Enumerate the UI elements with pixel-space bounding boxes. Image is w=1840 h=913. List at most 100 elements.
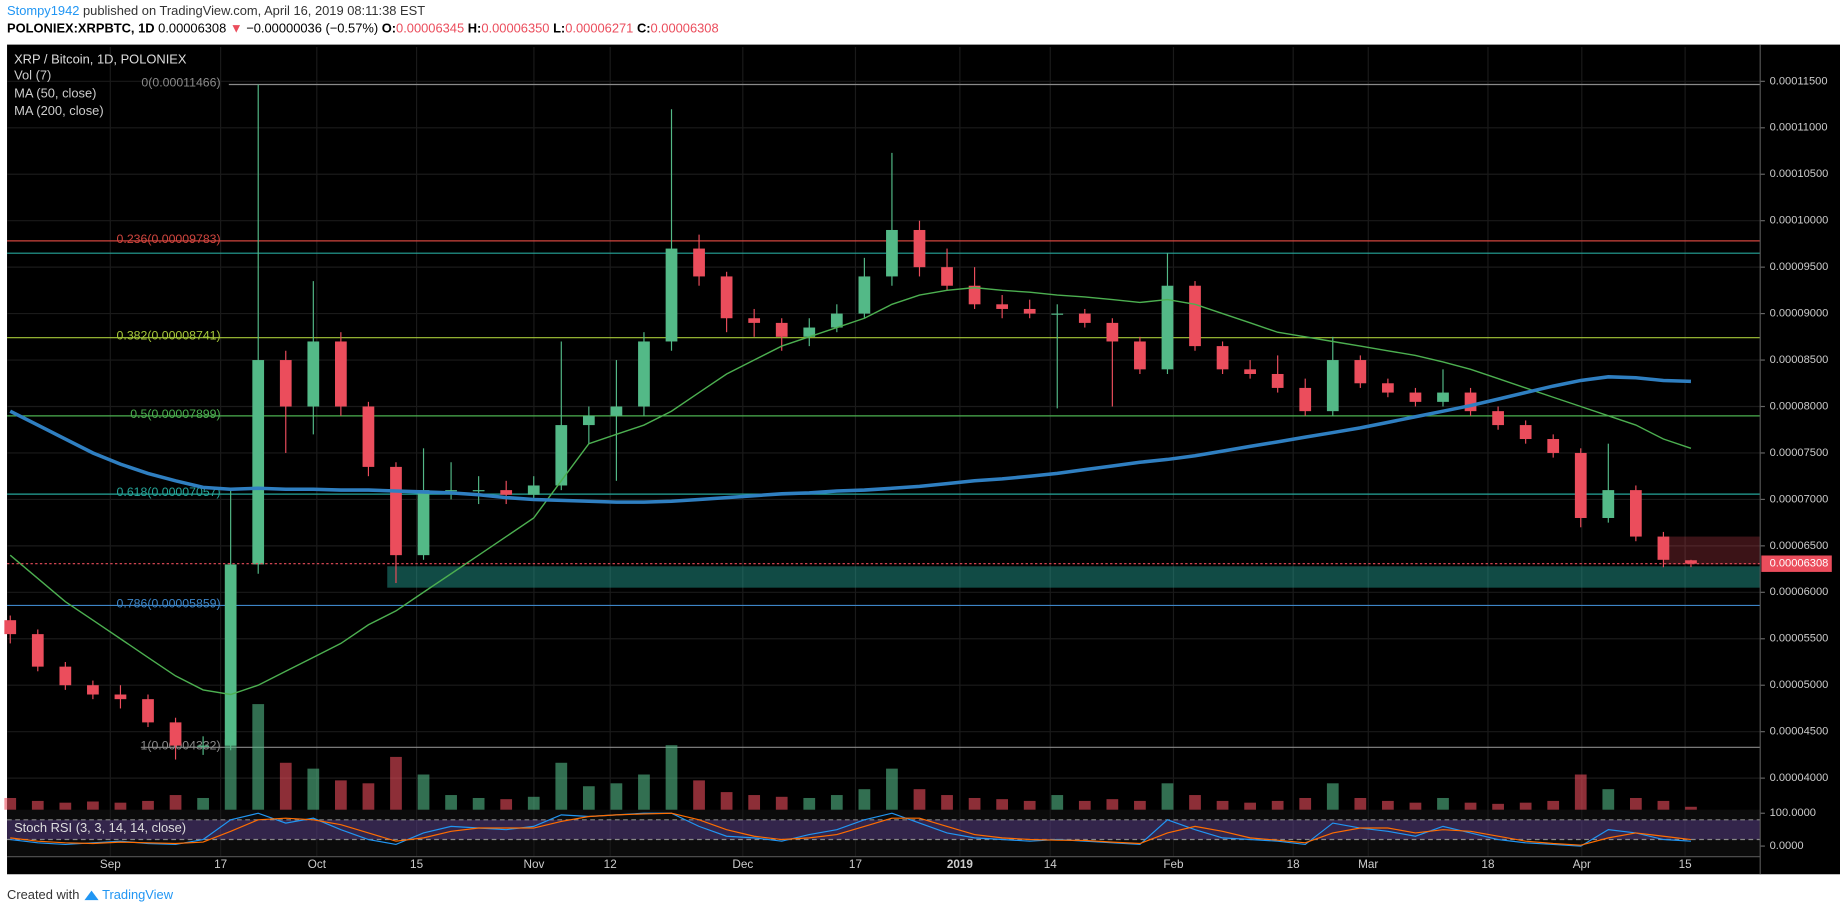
candle-body: [362, 406, 375, 467]
fib-label: 0(0.00011466): [141, 76, 220, 90]
candle-body: [555, 425, 568, 486]
candle-body: [1106, 322, 1119, 342]
ohlc-value: 0.00006271: [565, 21, 633, 36]
candle-body: [445, 490, 457, 492]
candle-body: [1354, 360, 1367, 384]
x-tick-label: 17: [849, 858, 862, 871]
down-arrow: ▼: [230, 21, 243, 36]
candle-body: [1051, 313, 1064, 315]
ohlc-value: 0.00006308: [651, 21, 719, 36]
volume-bar: [720, 792, 733, 810]
volume-bar: [142, 800, 154, 810]
x-tick-label: 14: [1044, 858, 1058, 871]
candle-body: [886, 229, 898, 277]
candle-body: [610, 406, 623, 416]
candle-body: [996, 304, 1009, 309]
volume-bar: [252, 704, 265, 810]
candle-body: [1299, 387, 1312, 412]
y-tick-label: 0.00006000: [1770, 586, 1829, 598]
change: −0.00000036 (−0.57%): [246, 21, 378, 36]
volume-bar: [1382, 800, 1394, 810]
volume-bar: [362, 783, 375, 810]
candle-body: [693, 248, 705, 277]
volume-bar: [1437, 797, 1449, 810]
volume-bar: [913, 789, 926, 810]
candle-body: [1602, 490, 1615, 518]
current-price-box: [1761, 555, 1832, 572]
legend-ma50: MA (50, close): [14, 85, 96, 100]
candle-body: [1134, 341, 1146, 370]
candle-body: [665, 248, 678, 342]
candle-body: [1326, 360, 1339, 412]
footer-created: Created with: [7, 887, 79, 902]
x-tick-label: 18: [1481, 858, 1495, 871]
y-tick-label: 0.00008500: [1770, 354, 1829, 366]
volume-bar: [748, 795, 761, 810]
candle-body: [197, 745, 209, 747]
candle-body: [527, 485, 540, 495]
x-tick-label: 12: [604, 858, 617, 871]
candle-body: [1657, 536, 1670, 560]
zone: [387, 566, 1761, 588]
y-tick-label: 0.00005000: [1770, 679, 1829, 691]
published: published on TradingView.com, April 16, …: [83, 3, 425, 18]
x-tick-label: Dec: [732, 858, 753, 871]
volume-bar: [445, 795, 457, 810]
candle-body: [913, 229, 926, 268]
fib-label: 0.382(0.00008741): [117, 329, 221, 343]
stoch-band: [7, 819, 1761, 840]
candle-body: [59, 666, 72, 686]
x-tick-label: 17: [214, 858, 227, 871]
candle-body: [1161, 285, 1174, 370]
candle-body: [941, 267, 953, 286]
symbol: POLONIEX:XRPBTC, 1D: [7, 21, 155, 36]
volume-bar: [1106, 799, 1119, 810]
y-tick-label: 0.00010000: [1770, 215, 1829, 227]
candle-body: [720, 276, 733, 319]
candle-body: [142, 699, 154, 723]
volume-bar: [1216, 800, 1229, 810]
x-tick-label: 15: [1679, 858, 1693, 871]
ma50-line: [9, 286, 1692, 696]
y-tick-label: 0.00007500: [1770, 447, 1829, 459]
volume-bar: [1161, 783, 1174, 810]
candle-body: [417, 490, 430, 556]
x-tick-label: 2019: [947, 858, 974, 871]
volume-bar: [87, 801, 99, 810]
volume-bar: [500, 799, 513, 810]
volume-bar: [1574, 774, 1587, 810]
candle-body: [968, 285, 981, 305]
footer-brand[interactable]: TradingView: [102, 887, 174, 902]
author[interactable]: Stompy1942: [7, 3, 79, 18]
volume-bar: [59, 802, 72, 810]
volume-bar: [1354, 797, 1367, 810]
x-tick-label: 15: [410, 858, 424, 871]
volume-bar: [417, 774, 430, 810]
volume-bar: [886, 768, 898, 810]
x-tick-label: Apr: [1573, 858, 1591, 871]
volume-bar: [638, 774, 650, 810]
volume-bar: [968, 797, 981, 810]
volume-bar: [224, 739, 237, 810]
candle-body: [114, 694, 127, 700]
candle-body: [1409, 392, 1422, 402]
volume-bar: [1547, 800, 1560, 810]
volume-bar: [1189, 795, 1201, 810]
candle-body: [1244, 369, 1256, 374]
x-tick-label: Nov: [524, 858, 545, 871]
volume-bar: [858, 789, 871, 810]
volume-bar: [1409, 802, 1422, 810]
last-price: 0.00006308: [158, 21, 226, 36]
volume-bar: [996, 799, 1009, 810]
volume-bar: [31, 800, 44, 810]
volume-bar: [1685, 806, 1697, 810]
y-tick-label: 0.00004000: [1770, 772, 1829, 784]
x-tick-label: Sep: [100, 858, 121, 871]
volume-bar: [610, 783, 623, 810]
stoch-pane: [7, 809, 1761, 857]
candle-body: [252, 360, 265, 565]
volume-bar: [197, 797, 209, 810]
candle-body: [1685, 560, 1697, 564]
